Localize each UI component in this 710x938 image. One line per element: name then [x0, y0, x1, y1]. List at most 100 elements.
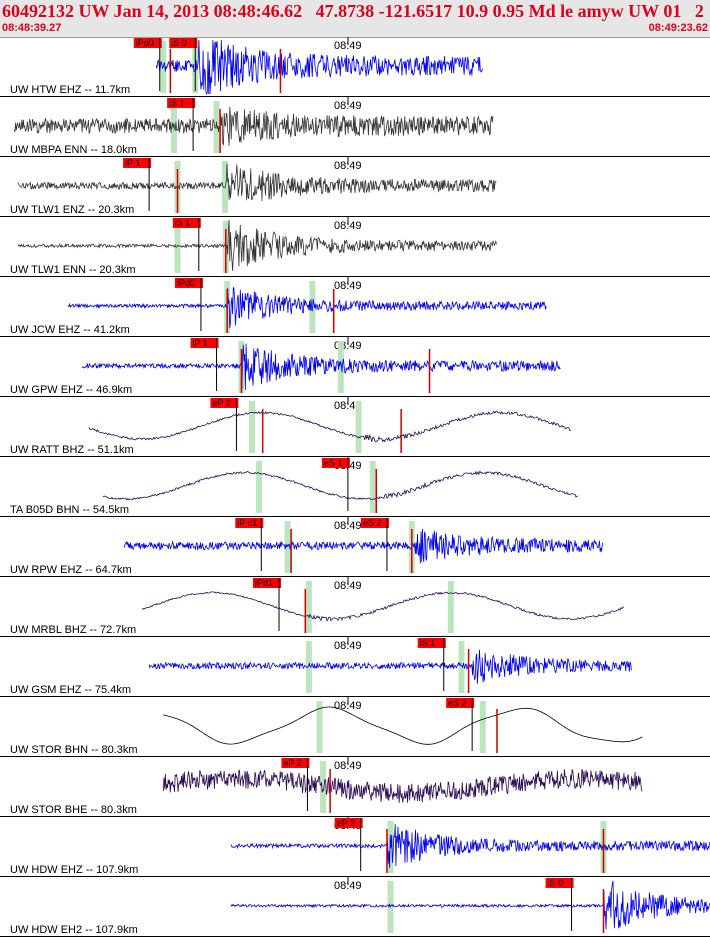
waveform — [81, 343, 561, 391]
trace-panel: 08:49 iS 0 UW HDW EH2 -- 107.9km — [0, 877, 710, 937]
waveform — [88, 410, 571, 443]
phase-window — [447, 581, 454, 633]
phase-pick-box — [235, 518, 264, 528]
phase-pick-label: iS 1 — [169, 98, 185, 108]
phase-pick-box — [360, 518, 389, 528]
waveform — [230, 824, 710, 868]
station-label: UW MBPA ENN -- 18.0km — [10, 144, 137, 156]
station-label: UW STOR BHN -- 80.3km — [10, 744, 138, 756]
phase-pick-box — [334, 818, 363, 828]
waveform — [123, 528, 604, 564]
station-label: TA B05D BHN -- 54.5km — [10, 504, 129, 516]
phase-pick-label: iS 0 — [171, 38, 187, 48]
minute-tick-label: 08:49 — [334, 400, 362, 412]
phase-pick-label: eP 2 — [212, 398, 230, 408]
phase-pick-label: iS 1 — [175, 218, 191, 228]
trace-panel: 08:49 eS 2 UW STOR BHN -- 80.3km — [0, 697, 710, 757]
phase-pick-box — [545, 878, 574, 888]
phase-window — [458, 641, 465, 693]
trace-panel: 08:49 iS 1 UW MBPA ENN -- 18.0km — [0, 97, 710, 157]
phase-pick-box — [446, 698, 475, 708]
phase-window — [256, 461, 263, 513]
minute-tick-label: 08:49 — [334, 220, 362, 232]
waveform — [148, 649, 632, 684]
phase-pick-label: eP 2 — [283, 758, 301, 768]
station-label: UW JCW EHZ -- 41.2km — [10, 324, 130, 336]
phase-pick-box — [281, 758, 310, 768]
minute-tick-label: 08:49 — [334, 760, 362, 772]
phase-pick-label: eS 2 — [363, 518, 382, 528]
waveform — [141, 591, 625, 622]
phase-pick-label: iP c1 — [237, 518, 257, 528]
phase-pick-label: eP 2 — [337, 818, 355, 828]
station-label: UW RPW EHZ -- 64.7km — [10, 564, 132, 576]
phase-pick-box — [321, 458, 350, 468]
station-label: UW HTW EHZ -- 11.7km — [10, 84, 130, 96]
trace-panel: 08:49 iPd1 UW MRBL BHZ -- 72.7km — [0, 577, 710, 637]
phase-pick-box — [174, 278, 203, 288]
station-label: UW STOR BHE -- 80.3km — [10, 804, 137, 816]
minute-tick-label: 08:49 — [334, 640, 362, 652]
station-label: UW TLW1 ENZ -- 20.3km — [10, 204, 134, 216]
phase-window — [170, 101, 177, 153]
phase-window — [320, 761, 327, 813]
phase-window — [284, 521, 291, 573]
waveform — [155, 39, 483, 95]
event-title: 60492132 UW Jan 14, 2013 08:48:46.62 47.… — [2, 1, 704, 21]
phase-window — [316, 701, 323, 753]
trace-panel: 08:49 iP 1 UW TLW1 ENZ -- 20.3km — [0, 157, 710, 217]
phase-window — [479, 701, 486, 753]
trace-panel: 08:49 iP c1 eS 2 UW RPW EHZ -- 64.7km — [0, 517, 710, 577]
waveform — [230, 880, 710, 930]
minute-tick-label: 08:49 — [334, 280, 362, 292]
start-time-label: 08:48:39.27 — [2, 22, 62, 34]
phase-window — [369, 461, 376, 513]
phase-pick-label: iS 1 — [420, 638, 436, 648]
phase-pick-box — [190, 338, 219, 348]
phase-pick-label: iP 1 — [193, 338, 208, 348]
trace-panel: 08:49 eP 2 UW STOR BHE -- 80.3km — [0, 757, 710, 817]
record-header: 60492132 UW Jan 14, 2013 08:48:46.62 47.… — [0, 0, 710, 38]
station-label: UW TLW1 ENN -- 20.3km — [10, 264, 136, 276]
trace-panel: 08:49 eP 2 UW RATT BHZ -- 51.1km — [0, 397, 710, 457]
trace-panel: 08:49 iPd0 UW JCW EHZ -- 41.2km — [0, 277, 710, 337]
phase-pick-label: iPd1 — [255, 578, 273, 588]
station-label: UW MRBL BHZ -- 72.7km — [10, 624, 136, 636]
waveform — [163, 706, 643, 745]
phase-pick-box — [417, 638, 446, 648]
phase-pick-label: iP 1 — [125, 158, 140, 168]
phase-window — [213, 101, 220, 153]
phase-window — [387, 821, 394, 873]
waveform — [162, 768, 643, 803]
minute-tick-label: 08:49 — [334, 880, 362, 892]
end-time-label: 08:49:23.62 — [648, 22, 708, 34]
waveform — [17, 163, 497, 202]
seismogram-plot: 08:49 iPd0 iS 0 UW HTW EHZ -- 11.7km 08:49 iS… — [0, 37, 710, 937]
phase-window — [355, 401, 362, 453]
minute-tick-label: 08:49 — [334, 580, 362, 592]
minute-tick-label: 08:49 — [334, 40, 362, 52]
station-label: UW HDW EHZ -- 107.9km — [10, 864, 138, 876]
trace-panel: 08:49 iS 1 UW TLW1 ENN -- 20.3km — [0, 217, 710, 277]
phase-window — [249, 401, 256, 453]
minute-tick-label: 08:49 — [334, 700, 362, 712]
waveform — [67, 287, 547, 329]
phase-pick-label: iS 0 — [548, 878, 564, 888]
minute-tick-label: 08:49 — [334, 160, 362, 172]
phase-pick-label: iPd0 — [136, 38, 154, 48]
phase-pick-box — [133, 38, 162, 48]
minute-tick-label: 08:49 — [334, 100, 362, 112]
phase-pick-box — [167, 98, 196, 108]
phase-pick-label: eS 1 — [324, 458, 343, 468]
phase-pick-box — [210, 398, 239, 408]
phase-pick-box — [169, 38, 198, 48]
phase-pick-box — [172, 218, 201, 228]
waveform — [13, 106, 494, 146]
phase-window — [174, 221, 181, 273]
phase-pick-box — [123, 158, 152, 168]
phase-window — [305, 641, 312, 693]
waveform — [102, 470, 579, 501]
